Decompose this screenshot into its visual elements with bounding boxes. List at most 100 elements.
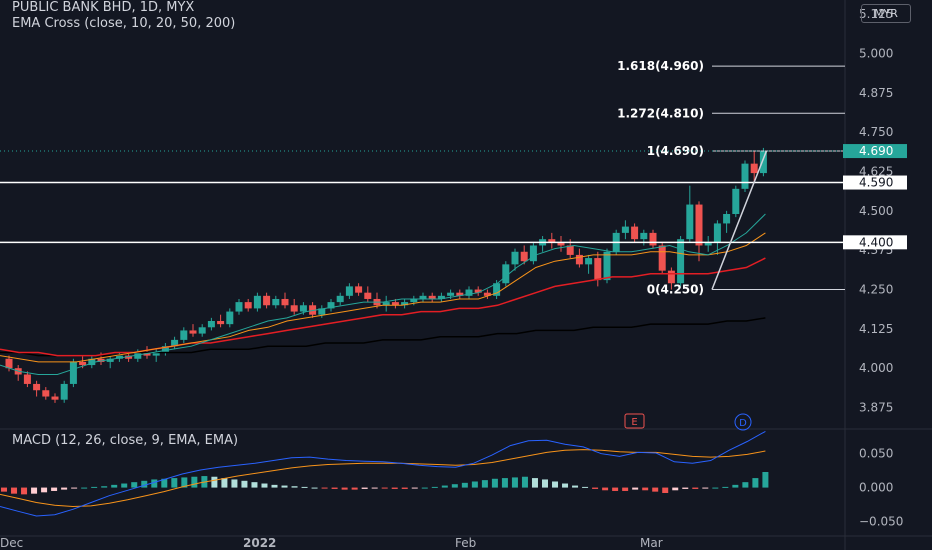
candle-body [23, 374, 31, 384]
macd-histogram-bar [211, 476, 218, 488]
currency-button[interactable]: MYR [861, 4, 911, 23]
candle-body [713, 223, 721, 243]
macd-histogram-bar [241, 480, 248, 488]
ema10-line [0, 213, 766, 375]
macd-histogram-bar [41, 487, 48, 493]
macd-histogram-bar [191, 476, 198, 488]
macd-histogram-bar [1, 487, 7, 492]
candle-body [244, 302, 252, 309]
macd-histogram-bar [281, 485, 288, 488]
candle-body [97, 358, 105, 362]
candle-body [318, 308, 326, 315]
candle-body [474, 289, 482, 293]
ema200-line [0, 317, 766, 357]
macd-histogram-bar [161, 478, 168, 488]
price-axis-tick-label: 4.250 [859, 283, 893, 297]
macd-histogram-bar [752, 478, 759, 488]
macd-histogram-bar [351, 487, 358, 490]
symbol-title: PUBLIC BANK BHD, 1D, MYX [12, 0, 195, 15]
macd-histogram-bar [271, 484, 278, 488]
macd-axis-tick-label: 0.000 [859, 481, 893, 495]
candle-body [106, 358, 114, 362]
candle-body [345, 286, 353, 296]
candle-body [575, 254, 583, 265]
macd-histogram-bar [251, 482, 258, 488]
candle-body [33, 383, 41, 391]
candle-body [263, 295, 271, 306]
fib-level-label: 1.618(4.960) [617, 59, 704, 73]
macd-histogram-bar [61, 487, 68, 490]
macd-histogram-bar [361, 487, 368, 489]
macd-histogram-bar [642, 487, 649, 491]
macd-histogram-bar [682, 487, 689, 489]
macd-histogram-bar [692, 487, 699, 489]
macd-histogram-bar [371, 487, 378, 489]
macd-legend[interactable]: MACD (12, 26, close, 9, EMA, EMA) [12, 433, 239, 448]
candle-body [79, 361, 87, 366]
fib-level-label: 0(4.250) [647, 283, 704, 297]
macd-histogram-bar [21, 487, 28, 495]
candle-body [465, 289, 473, 296]
macd-histogram-bar [51, 487, 58, 491]
price-axis-tick-label: 5.125 [859, 7, 893, 21]
dividend-event-marker [734, 413, 752, 431]
candle-body [355, 286, 363, 293]
macd-histogram-bar [121, 483, 128, 488]
price-axis-tick-label: 5.000 [859, 47, 893, 61]
candle-body [456, 292, 464, 296]
indicator-legend-ema-cross[interactable]: EMA Cross (close, 10, 20, 50, 200) [12, 16, 236, 31]
candle-body [520, 251, 528, 262]
macd-histogram-bar [381, 487, 388, 489]
macd-histogram-bar [702, 487, 709, 489]
candle-body [603, 251, 611, 281]
macd-line [0, 430, 766, 517]
candle-body [428, 295, 436, 299]
candle-body [272, 298, 280, 306]
candle-body [299, 305, 307, 312]
candle-body [217, 321, 225, 325]
fib-level-label: 1(4.690) [647, 144, 704, 158]
macd-histogram-bar [261, 483, 268, 488]
macd-histogram-bar [91, 486, 98, 488]
macd-axis-tick-label: −0.050 [859, 514, 903, 528]
candle-body [189, 330, 197, 334]
macd-histogram-bar [562, 483, 569, 488]
candle-body [161, 346, 169, 353]
macd-histogram-bar [501, 478, 508, 488]
support-line-price-label: 4.400 [859, 235, 893, 249]
macd-histogram-bar [71, 487, 78, 489]
macd-histogram-bar [652, 487, 659, 492]
macd-histogram-bar [612, 487, 619, 491]
macd-histogram-bar [151, 479, 158, 488]
macd-signal-line [0, 449, 766, 508]
candle-body [327, 302, 335, 309]
macd-histogram-bar [341, 487, 348, 490]
time-axis-tick-label: 2022 [243, 536, 276, 550]
macd-histogram-bar [622, 487, 629, 491]
earnings-event-marker [624, 413, 645, 429]
macd-histogram-bar [732, 484, 739, 488]
macd-histogram-bar [141, 480, 148, 488]
candle-body [502, 264, 510, 284]
candle-body [198, 327, 206, 334]
candle-body [447, 292, 455, 296]
macd-histogram-bar [221, 478, 228, 488]
candle-body [401, 302, 409, 306]
candle-body [281, 298, 289, 306]
candle-body [667, 270, 675, 284]
macd-histogram-bar [521, 476, 528, 488]
candle-body [410, 298, 418, 303]
macd-histogram-bar [101, 486, 108, 488]
macd-histogram-bar [301, 486, 308, 488]
macd-histogram-bar [722, 486, 729, 488]
candle-body [704, 242, 712, 246]
dividend-event-label: D [739, 418, 747, 429]
candle-body [621, 226, 629, 233]
candle-body [759, 151, 767, 174]
candle-body [686, 204, 694, 240]
price-axis-tick-label: 4.000 [859, 361, 893, 375]
candle-body [5, 358, 13, 369]
macd-histogram-bar [31, 487, 38, 494]
current-price-tag [843, 144, 907, 159]
candle-body [723, 214, 731, 224]
